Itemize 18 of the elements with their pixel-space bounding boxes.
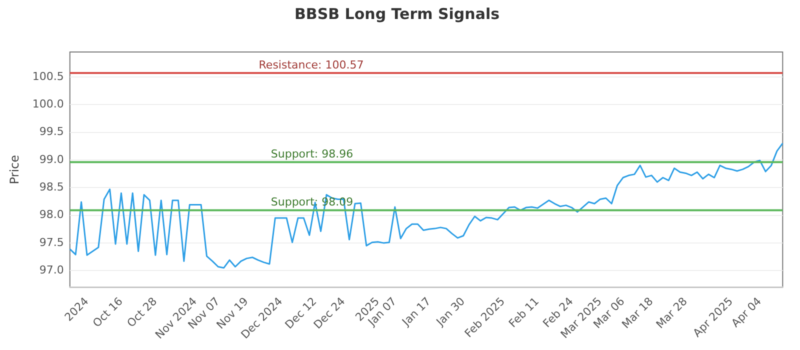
ref-line-label: Resistance: 100.57	[258, 58, 364, 72]
y-tick-label: 99.0	[39, 152, 64, 166]
y-tick-label: 98.5	[39, 180, 64, 194]
y-tick-label: 98.0	[39, 208, 64, 222]
chart-title: BBSB Long Term Signals	[294, 4, 500, 23]
y-tick-label: 99.5	[39, 125, 64, 138]
ref-line-label: Support: 98.96	[270, 147, 354, 160]
x-tick-label: Jan 17	[399, 294, 434, 330]
x-tick-label: Oct 16	[90, 294, 126, 330]
y-tick-label: 100.5	[32, 70, 64, 83]
x-tick-label: Oct 28	[124, 294, 160, 330]
y-tick-label: 97.0	[39, 263, 64, 276]
x-tick-label: Jan 30	[433, 294, 468, 330]
y-tick-label: 100.0	[32, 97, 64, 110]
x-tick-label: Feb 11	[506, 294, 542, 330]
y-tick-label: 97.5	[39, 236, 64, 249]
y-axis-title: Price	[7, 154, 22, 184]
x-tick-label: Mar 28	[654, 294, 690, 332]
